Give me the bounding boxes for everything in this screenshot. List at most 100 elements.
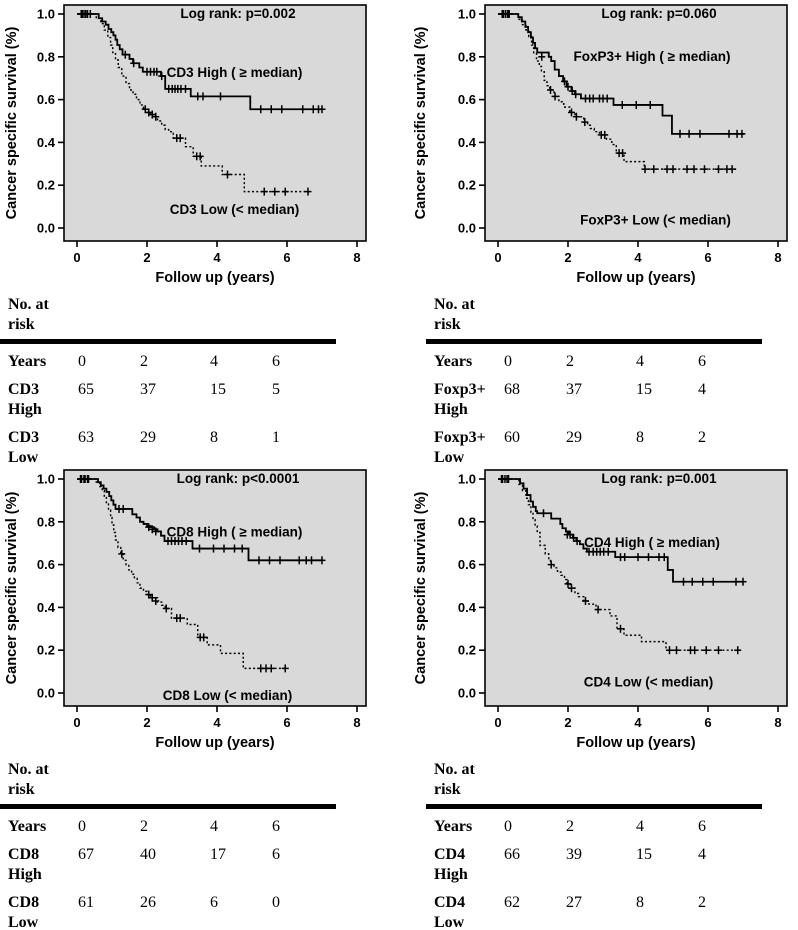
risk-count: 29 (140, 429, 156, 446)
panel-foxp3: 0.0 0.2 0.4 0.6 0.8 1.0 0 2 4 6 8 Follow up (years)… (399, 0, 798, 465)
risk-title-line: No. at (8, 761, 49, 778)
km-chart-cd3: 0.0 0.2 0.4 0.6 0.8 1.0 0 2 4 6 8 Follow up (years)… (4, 4, 367, 286)
year-value: 6 (272, 353, 280, 370)
x-tick-label: 4 (213, 250, 221, 265)
risk-table-title: No. at risk (426, 292, 762, 339)
y-tick-label: 0.0 (37, 221, 55, 236)
censor-marks (78, 10, 312, 196)
table-rule (0, 339, 336, 344)
panel-cd8: 0.0 0.2 0.4 0.6 0.8 1.0 0 2 4 6 8 Follow up (years)… (0, 465, 399, 930)
year-value: 0 (78, 353, 86, 370)
risk-count: 66 (504, 846, 520, 863)
risk-count: 15 (636, 846, 652, 863)
risk-title-line: No. at (8, 296, 49, 313)
km-chart-cd4: 0.0 0.2 0.4 0.6 0.8 1.0 0 2 4 6 8 Follow up (years)… (413, 469, 788, 751)
year-value: 4 (210, 818, 218, 835)
risk-count: 8 (636, 429, 644, 446)
y-tick-label: 0.6 (458, 557, 476, 572)
risk-count: 27 (566, 894, 582, 911)
risk-count: 40 (140, 846, 156, 863)
table-rule (426, 804, 762, 809)
risk-grid: Years 0 2 4 6 CD3 High 65 37 15 5 CD3 Lo… (0, 352, 336, 465)
y-tick-label: 1.0 (37, 472, 55, 487)
years-label: Years (434, 353, 473, 370)
km-curve-low-dotted (498, 478, 740, 651)
group-label-high: CD3 High (8, 381, 42, 418)
log-rank-label: Log rank: p<0.0001 (177, 471, 300, 486)
year-value: 0 (78, 818, 86, 835)
x-tick-label: 2 (143, 250, 150, 265)
risk-count: 37 (140, 381, 156, 398)
risk-grid: Years 0 2 4 6 Foxp3+ High 68 37 15 4 Fox… (426, 352, 762, 465)
x-tick-label: 2 (564, 250, 571, 265)
risk-count: 29 (566, 429, 582, 446)
risk-count: 37 (566, 381, 582, 398)
censor-marks (78, 475, 289, 673)
log-rank-label: Log rank: p=0.002 (180, 6, 295, 21)
group-label-low: Foxp3+ Low (434, 429, 486, 465)
y-tick-label: 0.2 (458, 643, 476, 658)
y-tick-label: 1.0 (37, 7, 55, 22)
x-tick-label: 4 (634, 250, 642, 265)
risk-table-title: No. at risk (0, 757, 336, 804)
risk-table-title: No. at risk (0, 292, 336, 339)
year-value: 2 (566, 818, 574, 835)
y-axis-label: Cancer specific survival (%) (413, 27, 429, 220)
year-value: 6 (698, 818, 706, 835)
risk-count: 15 (636, 381, 652, 398)
risk-title-line: No. at (434, 761, 475, 778)
years-label: Years (434, 818, 473, 835)
plot-area (63, 469, 367, 707)
x-tick-label: 0 (73, 715, 80, 730)
year-value: 2 (140, 818, 148, 835)
risk-grid: Years 0 2 4 6 CD4 High 66 39 15 4 CD4 Lo… (426, 817, 762, 930)
y-tick-label: 0.0 (458, 221, 476, 236)
x-tick-label: 4 (634, 715, 642, 730)
risk-table-title: No. at risk (426, 757, 762, 804)
year-value: 2 (140, 353, 148, 370)
y-axis-label: Cancer specific survival (%) (4, 492, 20, 685)
year-value: 4 (636, 818, 644, 835)
group-label-low: CD4 Low (434, 894, 466, 930)
km-curve-high-solid (77, 478, 322, 562)
km-curve-low-dotted (498, 13, 738, 170)
risk-grid: Years 0 2 4 6 CD8 High 67 40 17 6 CD8 Lo… (0, 817, 336, 930)
y-tick-label: 1.0 (458, 472, 476, 487)
y-tick-label: 0.4 (37, 600, 56, 615)
years-label: Years (8, 818, 47, 835)
risk-count: 6 (210, 894, 218, 911)
year-value: 6 (698, 353, 706, 370)
y-tick-label: 0.6 (458, 92, 476, 107)
y-tick-label: 0.8 (458, 514, 476, 529)
risk-count: 4 (698, 381, 706, 398)
y-tick-label: 0.6 (37, 92, 55, 107)
x-tick-label: 8 (774, 715, 781, 730)
y-tick-label: 1.0 (458, 7, 476, 22)
year-value: 4 (636, 353, 644, 370)
year-value: 6 (272, 818, 280, 835)
x-tick-label: 2 (143, 715, 150, 730)
risk-count: 39 (566, 846, 582, 863)
y-tick-label: 0.8 (37, 49, 55, 64)
x-tick-label: 6 (704, 250, 711, 265)
plot-area (484, 4, 788, 242)
year-value: 2 (566, 353, 574, 370)
y-tick-label: 0.4 (458, 135, 477, 150)
group-label-low: CD3 Low (8, 429, 40, 465)
risk-count: 2 (698, 429, 706, 446)
risk-title-line: risk (434, 316, 461, 333)
risk-count: 62 (504, 894, 520, 911)
risk-count: 67 (78, 846, 94, 863)
panel-cd4: 0.0 0.2 0.4 0.6 0.8 1.0 0 2 4 6 8 Follow up (years)… (399, 465, 798, 930)
risk-count: 65 (78, 381, 94, 398)
km-curve-low-dotted (77, 13, 308, 193)
x-tick-label: 0 (73, 250, 80, 265)
x-tick-label: 2 (564, 715, 571, 730)
series-label: FoxP3+ High ( ≥ median) (573, 49, 730, 64)
risk-count: 8 (636, 894, 644, 911)
plot-area (63, 4, 367, 242)
risk-count: 8 (210, 429, 218, 446)
y-axis-label: Cancer specific survival (%) (4, 27, 20, 220)
log-rank-label: Log rank: p=0.060 (601, 6, 716, 21)
